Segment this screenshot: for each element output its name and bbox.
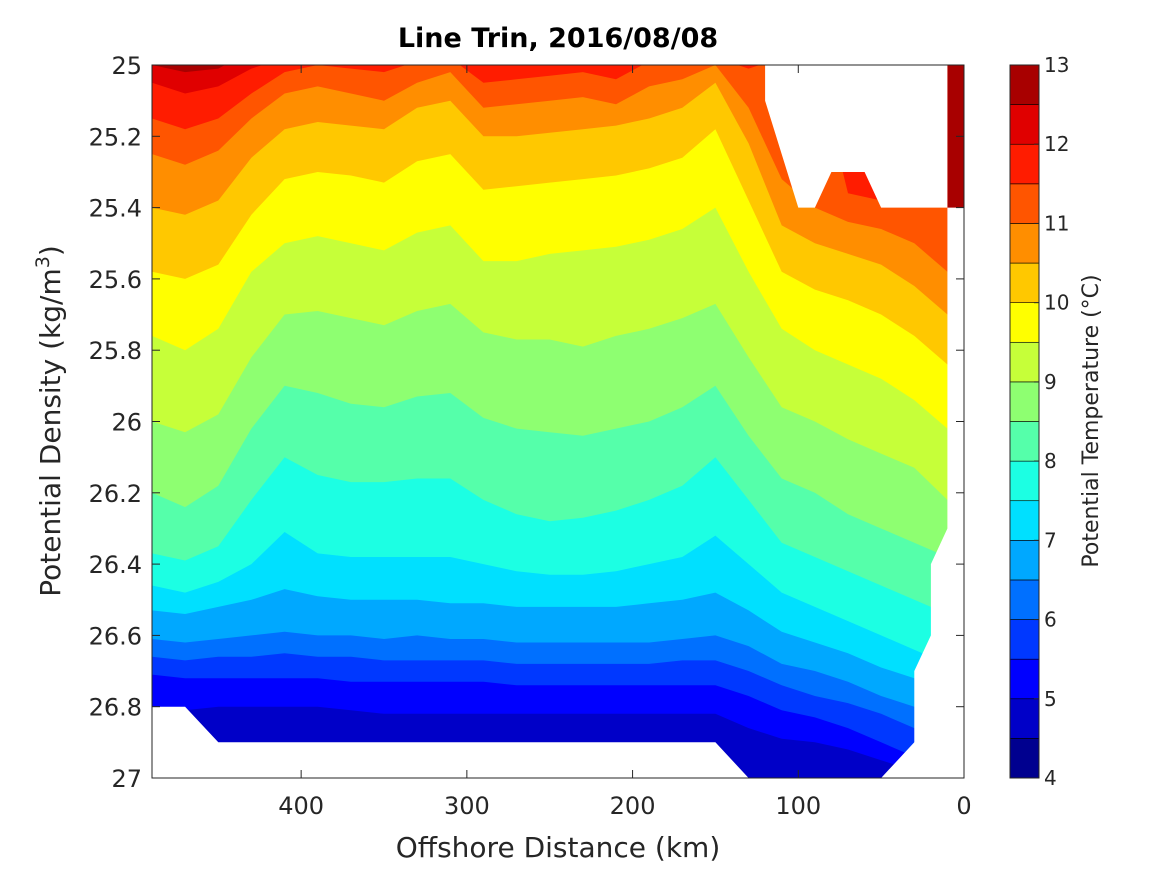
x-axis-ticks: 400 300 200 100 0 — [278, 65, 972, 820]
x-tick-label: 100 — [775, 792, 821, 820]
colorbar-segment — [1009, 262, 1040, 303]
no-data-mask-top-right — [765, 65, 948, 208]
colorbar-tick-label: 6 — [1044, 608, 1057, 632]
y-axis-ticks: 25 25.2 25.4 25.6 25.8 26 26.2 26.4 26.6 26.8 27 — [89, 52, 964, 793]
colorbar-tick-label: 7 — [1044, 528, 1057, 552]
colorbar-tick-label: 11 — [1044, 211, 1069, 235]
chart-title: Line Trin, 2016/08/08 — [398, 23, 718, 54]
colorbar-tick-label: 9 — [1044, 370, 1057, 394]
colorbar-segment — [1009, 143, 1040, 185]
y-tick-label: 26 — [111, 409, 142, 437]
y-tick-label: 25.4 — [89, 195, 142, 223]
colorbar-tick-label: 12 — [1044, 132, 1069, 156]
colorbar-segment — [1009, 421, 1040, 462]
no-data-mask-bottom — [152, 706, 964, 778]
colorbar-segment — [1009, 64, 1040, 105]
y-tick-label: 26.4 — [89, 551, 142, 579]
colorbar-label: Potential Temperature (°C) — [1079, 274, 1104, 567]
colorbar-tick-label: 10 — [1044, 291, 1069, 315]
colorbar-segment — [1009, 738, 1040, 779]
x-tick-label: 300 — [444, 792, 490, 820]
colorbar-segment — [1009, 698, 1040, 739]
y-tick-label: 26.2 — [89, 480, 142, 508]
colorbar-segment — [1009, 341, 1040, 383]
colorbar-tick-label: 4 — [1044, 766, 1057, 790]
colorbar — [1009, 64, 1040, 779]
y-tick-label: 25.2 — [89, 123, 142, 151]
colorbar-segment — [1009, 460, 1040, 502]
x-tick-label: 200 — [610, 792, 656, 820]
colorbar-segment — [1009, 381, 1040, 422]
y-axis-label: Potential Density (kg/m3) — [32, 245, 67, 597]
y-tick-label: 25.8 — [89, 337, 142, 365]
y-tick-label: 27 — [111, 765, 142, 793]
colorbar-ticks: 4 5 6 7 8 9 10 11 12 13 — [1034, 53, 1069, 790]
y-tick-label: 26.8 — [89, 694, 142, 722]
colorbar-segment — [1009, 183, 1040, 224]
y-tick-label: 26.6 — [89, 622, 142, 650]
no-data-mask-right-edge — [914, 207, 964, 778]
colorbar-segment — [1009, 223, 1040, 264]
y-axis-label-sup: 3 — [32, 256, 54, 268]
y-axis-label-main: Potential Density (kg/m — [34, 268, 67, 597]
y-axis-label-tail: ) — [34, 245, 67, 256]
data-mask-layer — [152, 65, 964, 778]
colorbar-tick-label: 13 — [1044, 53, 1069, 77]
colorbar-segment — [1009, 104, 1040, 145]
x-tick-label: 0 — [956, 792, 971, 820]
colorbar-frame — [1009, 64, 1040, 779]
colorbar-segment — [1009, 619, 1040, 660]
colorbar-segment — [1009, 579, 1040, 620]
y-tick-label: 25.6 — [89, 266, 142, 294]
colorbar-segment — [1009, 500, 1040, 541]
x-tick-label: 400 — [278, 792, 324, 820]
colorbar-tick-label: 5 — [1044, 687, 1057, 711]
colorbar-segment — [1009, 658, 1040, 700]
x-axis-label: Offshore Distance (km) — [396, 831, 721, 864]
y-tick-label: 25 — [111, 52, 142, 80]
colorbar-tick-label: 8 — [1044, 449, 1057, 473]
colorbar-segment — [1009, 302, 1040, 343]
contour-fill-layer — [152, 65, 964, 778]
colorbar-segment — [1009, 540, 1040, 581]
